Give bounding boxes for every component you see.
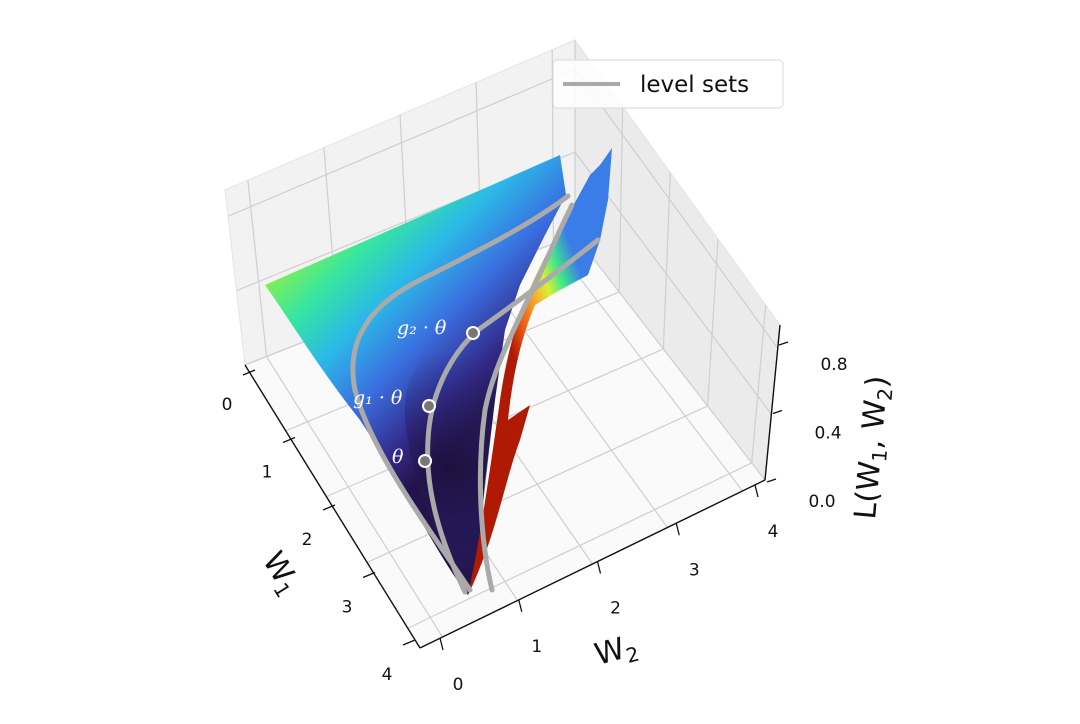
w2-axis-line	[419, 479, 766, 649]
gridline	[751, 305, 767, 463]
w2-tick	[675, 523, 680, 536]
legend: level sets	[552, 59, 784, 109]
w1-tick	[322, 504, 336, 511]
w2-tick-label: 4	[768, 522, 779, 542]
w1-tick-label: 1	[262, 463, 273, 483]
z-tick	[778, 341, 789, 346]
gridline	[618, 106, 624, 292]
w1-tick-label: 2	[302, 530, 313, 550]
w1-tick-label: 3	[342, 598, 353, 618]
annotation-g1-theta: g₁ · θ	[353, 387, 403, 409]
gridline	[662, 172, 671, 349]
z-tick-label: 0.0	[808, 492, 835, 512]
z-axis-label: L(W1, W2)	[848, 374, 898, 521]
orbit-points: θ g₁ · θ g₂ · θ	[353, 317, 480, 468]
w2-tick	[518, 599, 523, 612]
gridline	[236, 151, 772, 415]
point-theta	[418, 454, 432, 468]
z-axis-line	[764, 324, 781, 481]
w1-tick	[282, 436, 296, 444]
w2-tick-label: 1	[531, 637, 542, 657]
gridline	[706, 238, 719, 406]
w2-tick	[754, 484, 759, 498]
legend-box	[552, 59, 784, 109]
level-set-curve	[425, 237, 601, 595]
z-tick	[766, 478, 777, 483]
w1-tick-label: 4	[382, 665, 393, 685]
gridline	[266, 356, 444, 638]
level-set-curve	[477, 202, 575, 593]
w1-tick-label: 0	[222, 395, 233, 415]
legend-label-level-sets: level sets	[640, 72, 749, 98]
w2-tick	[596, 561, 602, 574]
w2-tick-label: 2	[610, 599, 621, 619]
w1-tick	[362, 571, 376, 579]
z-tick	[772, 409, 783, 415]
w1-axis-label: W1	[253, 546, 308, 602]
w2-tick	[439, 637, 444, 651]
gridline	[481, 271, 668, 528]
tick-marks	[242, 341, 789, 651]
w1-tick	[242, 369, 256, 376]
w2-axis-label: W2	[591, 628, 642, 676]
level-set-curve	[350, 193, 571, 593]
gridline	[407, 462, 753, 629]
tick-labels: 0 1 2 3 4 0 1 2 3 4 0.0 0.4 0.8	[222, 355, 848, 695]
z-tick-label: 0.4	[814, 424, 841, 444]
point-g2-theta	[466, 326, 480, 340]
level-sets	[350, 193, 601, 595]
gridline	[366, 405, 708, 563]
annotation-g2-theta: g₂ · θ	[397, 317, 447, 339]
point-g1-theta	[422, 399, 436, 413]
gridline	[553, 243, 743, 492]
w2-tick-label: 3	[689, 560, 700, 580]
w2-tick-label: 0	[453, 675, 464, 695]
w1-tick	[402, 639, 416, 646]
gridline	[247, 180, 268, 357]
surface-valley	[404, 300, 500, 595]
z-tick-label: 0.8	[820, 355, 847, 375]
annotation-theta: θ	[392, 446, 404, 468]
